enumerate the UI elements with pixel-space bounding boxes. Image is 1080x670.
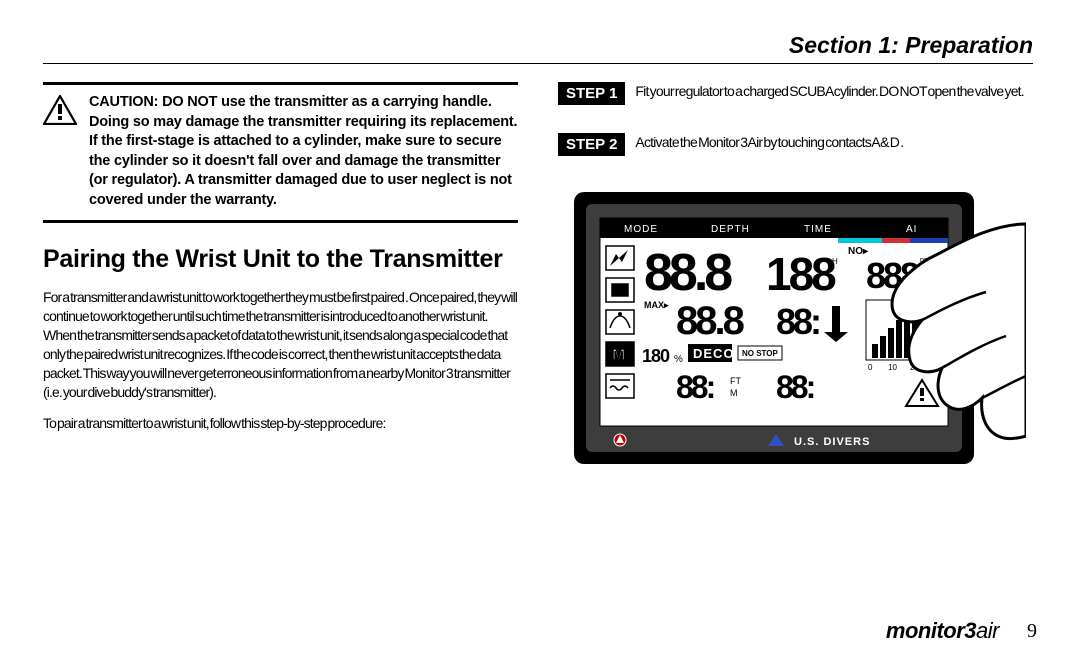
svg-text:MAX▸: MAX▸ — [644, 300, 669, 310]
topbar-mode: MODE — [624, 224, 658, 235]
step-1: STEP 1 Fit your regulator to a charged S… — [558, 82, 1033, 105]
svg-text:U.S. DIVERS: U.S. DIVERS — [794, 436, 870, 448]
left-column: CAUTION: DO NOT use the transmitter as a… — [43, 82, 518, 484]
step-2-badge: STEP 2 — [558, 133, 625, 156]
svg-text:H: H — [832, 257, 838, 266]
topbar-depth: DEPTH — [711, 224, 750, 235]
svg-text:DECO: DECO — [693, 346, 735, 361]
pairing-para-2: To pair a transmitter to a wrist unit, f… — [43, 414, 518, 433]
svg-text::: : — [828, 258, 831, 269]
svg-text:180: 180 — [642, 346, 670, 366]
pairing-para-1: For a transmitter and a wrist unit to wo… — [43, 288, 518, 401]
svg-text:M: M — [730, 388, 738, 398]
brand-logo: monitor3air — [886, 618, 999, 644]
topbar-time: TIME — [804, 224, 832, 235]
warning-icon — [43, 95, 77, 210]
caution-box: CAUTION: DO NOT use the transmitter as a… — [43, 82, 518, 223]
svg-text:NO STOP: NO STOP — [742, 349, 779, 358]
step-1-text: Fit your regulator to a charged SCUBA cy… — [635, 82, 1023, 101]
svg-text:M: M — [612, 347, 625, 364]
svg-text:88.8: 88.8 — [676, 299, 745, 343]
device-illustration: MODE DEPTH TIME AI — [558, 184, 1033, 484]
page-footer: monitor3air 9 — [886, 618, 1037, 644]
pairing-heading: Pairing the Wrist Unit to the Transmitte… — [43, 245, 518, 274]
topbar-ai: AI — [906, 224, 917, 235]
section-title: Section 1: Preparation — [43, 32, 1033, 64]
svg-text:10: 10 — [888, 363, 897, 372]
right-column: STEP 1 Fit your regulator to a charged S… — [558, 82, 1033, 484]
svg-text:88:: 88: — [776, 369, 814, 405]
svg-text:88:: 88: — [676, 369, 714, 405]
svg-text:0: 0 — [868, 363, 873, 372]
steps-list: STEP 1 Fit your regulator to a charged S… — [558, 82, 1033, 156]
svg-text:%: % — [674, 354, 683, 365]
svg-text:88.8: 88.8 — [644, 244, 732, 302]
step-2-text: Activate the Monitor 3 Air by touching c… — [635, 133, 903, 152]
page-number: 9 — [1027, 620, 1037, 643]
svg-text:188: 188 — [766, 248, 836, 300]
step-1-badge: STEP 1 — [558, 82, 625, 105]
svg-text:FT: FT — [730, 376, 741, 386]
step-2: STEP 2 Activate the Monitor 3 Air by tou… — [558, 133, 1033, 156]
caution-text: CAUTION: DO NOT use the transmitter as a… — [89, 93, 518, 210]
svg-text:88:: 88: — [776, 301, 819, 342]
